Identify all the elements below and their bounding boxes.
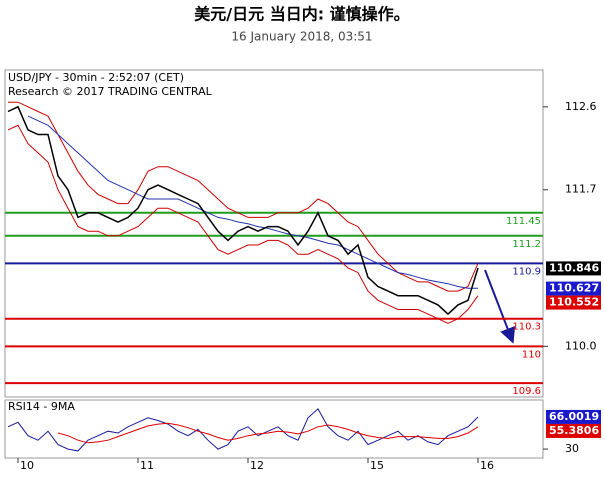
x-tick-label: 10	[20, 459, 34, 472]
price-tag-label: 110.552	[549, 296, 599, 309]
series-line	[7, 105, 479, 316]
level-label: 111.2	[512, 239, 541, 250]
rsi-panel	[4, 399, 544, 459]
level-label: 109.6	[512, 386, 541, 397]
x-tick-label: 16	[480, 459, 494, 472]
series-line	[27, 115, 478, 289]
series-line	[7, 124, 479, 324]
level-label: 110	[522, 349, 541, 360]
projection-arrow	[484, 269, 516, 344]
x-tick-label: 12	[250, 459, 264, 472]
price-tag-label: 55.3806	[549, 424, 599, 437]
rsi-title: RSI14 - 9MA	[8, 400, 75, 413]
main-panel	[4, 69, 544, 398]
price-tag	[546, 295, 601, 310]
x-tick-label: 11	[140, 459, 154, 472]
series-line	[7, 408, 479, 452]
price-tag	[546, 409, 601, 424]
level-label: 110.3	[512, 322, 541, 333]
x-tick-label: 15	[370, 459, 384, 472]
y-tick-label: 30	[565, 442, 579, 455]
subtitle: 16 January 2018, 03:51	[231, 30, 372, 44]
series-line	[57, 422, 479, 444]
level-label: 110.9	[512, 266, 541, 277]
title: 美元/日元 当日内: 谨慎操作。	[194, 5, 409, 24]
price-tag	[546, 281, 601, 296]
price-tag-label: 110.846	[549, 261, 599, 274]
panel-title: USD/JPY - 30min - 2:52:07 (CET)	[8, 71, 184, 84]
price-tag-label: 66.0019	[549, 410, 599, 423]
level-label: 111.45	[506, 216, 541, 227]
panel-subtitle: Research © 2017 TRADING CENTRAL	[8, 85, 213, 98]
price-tag	[546, 261, 601, 276]
y-tick-label: 110.0	[565, 339, 597, 352]
price-tag	[546, 423, 601, 438]
y-tick-label: 112.6	[565, 100, 597, 113]
price-tag-label: 110.627	[549, 282, 599, 295]
y-tick-label: 111.7	[565, 183, 597, 196]
